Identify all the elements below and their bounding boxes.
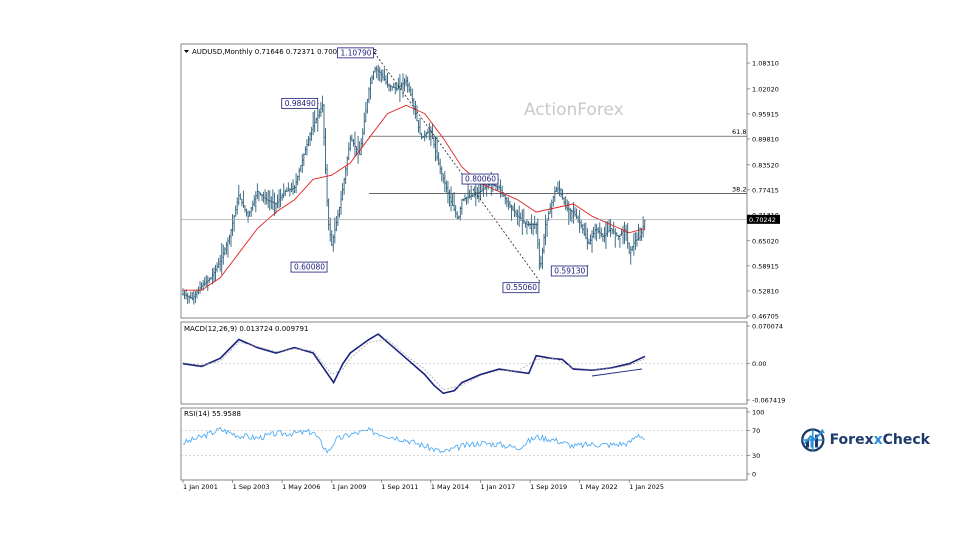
x-tick-label: 1 Jan 2017 [480,483,515,491]
price-annotation-label: 0.59130 [554,266,585,275]
x-axis: 1 Jan 2001 1 Sep 2003 1 May 2006 1 Jan 2009… [182,480,664,491]
price-y-tick-label: 1.02020 [752,85,779,93]
macd-y-tick-label: -0.067419 [752,397,785,405]
price-bars [181,64,646,305]
macd-divergence-line [591,368,643,377]
logo-text-b: x [873,432,883,448]
price-annotation-label: 1.10790 [340,48,371,57]
x-tick-label: 1 Jan 2025 [629,483,664,491]
price-y-tick-label: 0.95915 [752,110,779,118]
macd-y-tick-label: 0.00 [752,360,766,368]
fib-label: 61.8 [732,128,746,136]
fib-label: 38.2 [732,186,746,194]
price-annotation-label: 0.80060 [465,175,496,184]
rsi-line [182,426,645,454]
macd-y-tick-label: 0.070074 [752,323,783,331]
rsi-y-tick-label: 0 [752,471,756,479]
price-y-tick-label: 0.52810 [752,287,779,295]
rsi-y-tick-label: 70 [752,427,760,435]
x-tick-label: 1 Jan 2009 [332,483,367,491]
x-tick-label: 1 May 2014 [431,483,469,491]
rsi-y-tick-label: 30 [752,452,760,460]
macd-y-axis: 0.070074 0.00 -0.067419 [181,323,785,405]
rsi-panel [180,407,748,481]
macd-panel-title: MACD(12,26,9) 0.013724 0.009791 [184,325,308,333]
price-y-tick-label: 0.58915 [752,262,779,270]
moving-average-line [183,104,646,291]
price-y-tick-label: 0.46705 [752,313,779,321]
price-annotation-box [550,265,588,277]
price-annotation: 0.59130 [550,264,589,277]
price-y-tick-label: 0.77415 [752,186,779,194]
current-price-label: 0.70242 [747,214,780,224]
price-annotation-leader [587,264,589,267]
x-tick-label: 1 Sep 2003 [233,483,270,491]
price-annotation-box [290,261,328,273]
collapse-triangle-icon[interactable] [184,50,189,53]
rsi-panel-title: RSI(14) 55.9588 [184,410,241,418]
fib-levels: 61.8 38.2 [368,128,747,195]
price-y-tick-label: 0.89810 [752,136,779,144]
price-annotation-label: 0.98490 [285,99,316,108]
price-panel [180,43,748,319]
rsi-y-tick-label: 100 [752,409,764,417]
logo-text-a: Forex [829,432,874,448]
x-tick-label: 1 Jan 2001 [183,483,218,491]
rsi-y-axis: 100 70 30 0 [181,409,764,479]
trendline [374,52,541,282]
price-y-tick-label: 0.83520 [752,161,779,169]
price-annotation: 0.55060 [502,281,541,294]
price-annotation: 0.98490 [281,97,319,109]
svg-text:0.70242: 0.70242 [749,216,776,224]
price-panel-title: AUDUSD,Monthly 0.71646 0.72371 0.70031 0… [192,48,377,56]
price-annotation: 1.10790 [337,47,375,59]
price-annotation: 0.80060 [461,173,500,185]
price-annotation-leader [326,260,329,263]
globe-chart-icon [801,428,825,452]
price-annotation: 0.60080 [290,260,329,273]
x-tick-label: 1 May 2022 [580,483,618,491]
macd-panel [180,321,748,405]
price-y-tick-label: 0.65020 [752,237,779,245]
macd-line [182,333,646,395]
x-tick-label: 1 Sep 2011 [381,483,418,491]
x-tick-label: 1 May 2006 [282,483,320,491]
signal-line [182,339,646,390]
price-annotation-label: 0.55060 [506,283,537,292]
x-tick-label: 1 Sep 2019 [530,483,567,491]
logo-text-c: Check [882,432,930,448]
price-annotation-box [502,282,540,294]
forexcheck-logo: ForexxCheck [800,420,930,460]
watermark: ActionForex [524,100,624,120]
price-y-axis: 1.08310 1.02020 0.95915 0.89810 0.83520 0.774… [747,60,779,321]
price-annotation-label: 0.60080 [294,263,325,272]
price-y-tick-label: 1.08310 [752,60,779,68]
price-annotation-leader [538,281,541,283]
price-annotations: 1.10790 0.98490 0.60080 0.80060 0.55060 0.591… [281,47,589,294]
